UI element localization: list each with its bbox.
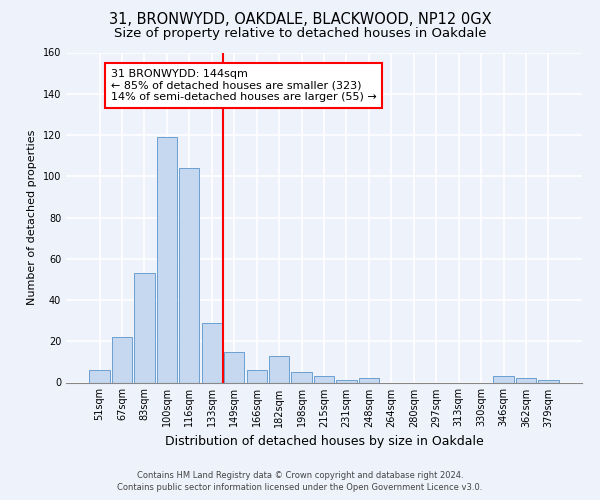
Bar — [134, 273, 155, 382]
Bar — [247, 370, 267, 382]
Bar — [202, 322, 222, 382]
X-axis label: Distribution of detached houses by size in Oakdale: Distribution of detached houses by size … — [164, 435, 484, 448]
Bar — [516, 378, 536, 382]
Bar — [538, 380, 559, 382]
Bar — [314, 376, 334, 382]
Text: Contains HM Land Registry data © Crown copyright and database right 2024.
Contai: Contains HM Land Registry data © Crown c… — [118, 471, 482, 492]
Bar — [179, 168, 199, 382]
Text: 31, BRONWYDD, OAKDALE, BLACKWOOD, NP12 0GX: 31, BRONWYDD, OAKDALE, BLACKWOOD, NP12 0… — [109, 12, 491, 28]
Bar — [493, 376, 514, 382]
Bar — [224, 352, 244, 382]
Bar — [292, 372, 311, 382]
Bar — [337, 380, 356, 382]
Text: Size of property relative to detached houses in Oakdale: Size of property relative to detached ho… — [114, 28, 486, 40]
Y-axis label: Number of detached properties: Number of detached properties — [27, 130, 37, 305]
Bar — [359, 378, 379, 382]
Bar — [89, 370, 110, 382]
Bar — [157, 137, 177, 382]
Text: 31 BRONWYDD: 144sqm
← 85% of detached houses are smaller (323)
14% of semi-detac: 31 BRONWYDD: 144sqm ← 85% of detached ho… — [111, 69, 377, 102]
Bar — [269, 356, 289, 382]
Bar — [112, 337, 132, 382]
